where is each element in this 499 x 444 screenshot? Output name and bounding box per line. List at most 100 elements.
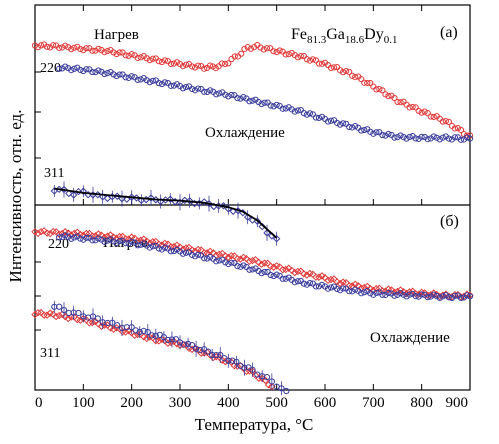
- data-point: [31, 42, 39, 49]
- data-point: [358, 76, 365, 83]
- panel-a-peak311: 311: [44, 166, 64, 181]
- data-point: [424, 136, 431, 143]
- data-point: [225, 260, 232, 268]
- data-point: [92, 69, 99, 76]
- data-point: [224, 253, 233, 262]
- data-point: [439, 134, 446, 141]
- data-point: [291, 108, 298, 115]
- data-point: [397, 99, 404, 106]
- data-point: [64, 314, 72, 323]
- data-point: [466, 135, 474, 142]
- data-point: [55, 311, 63, 320]
- data-point: [457, 126, 465, 134]
- data-point: [173, 59, 181, 66]
- data-point: [140, 327, 147, 334]
- panel-b-peak220: 220: [48, 237, 69, 252]
- data-point: [34, 308, 42, 317]
- data-point: [228, 259, 235, 266]
- data-point: [110, 238, 117, 245]
- chart-title: Fe81.3Ga18.6Dy0.1: [291, 26, 397, 46]
- data-point: [130, 331, 139, 340]
- data-point: [64, 229, 72, 237]
- data-point: [89, 68, 96, 76]
- data-point: [273, 271, 280, 278]
- data-point: [160, 334, 167, 341]
- data-point: [234, 95, 241, 102]
- data-point: [303, 271, 311, 279]
- data-point: [46, 229, 54, 238]
- data-point: [327, 284, 335, 291]
- data-point: [266, 262, 275, 270]
- data-point: [445, 294, 452, 301]
- data-point: [457, 294, 465, 301]
- data-point: [40, 227, 48, 235]
- data-point: [333, 119, 341, 127]
- data-point: [358, 127, 365, 134]
- data-point: [270, 48, 277, 55]
- data-point: [300, 110, 307, 117]
- data-point: [170, 247, 178, 255]
- data-point: [294, 54, 301, 61]
- data-point: [309, 111, 317, 118]
- data-point: [146, 244, 153, 251]
- data-point: [248, 256, 257, 265]
- data-point: [352, 74, 359, 81]
- data-point: [166, 195, 175, 203]
- data-point: [168, 336, 176, 343]
- data-point: [71, 44, 78, 51]
- data-point: [412, 104, 419, 111]
- data-point: [209, 351, 216, 359]
- data-point: [364, 79, 371, 87]
- data-point: [361, 289, 368, 296]
- data-point: [104, 47, 111, 55]
- data-point: [349, 124, 356, 131]
- data-point: [182, 244, 190, 252]
- data-point: [349, 288, 356, 295]
- data-point: [200, 198, 208, 206]
- data-point: [318, 281, 326, 288]
- data-point: [56, 303, 63, 310]
- data-point: [79, 187, 88, 195]
- data-point: [340, 285, 347, 292]
- data-point: [122, 52, 129, 59]
- data-point: [89, 47, 96, 54]
- data-point: [436, 294, 443, 302]
- data-point: [318, 60, 326, 67]
- data-point: [406, 104, 413, 111]
- data-point: [457, 136, 465, 143]
- data-point: [324, 276, 332, 285]
- data-point: [188, 251, 196, 259]
- plot-frame: [34, 4, 471, 391]
- data-point: [285, 264, 293, 272]
- data-point: [152, 337, 160, 345]
- data-point: [270, 103, 277, 110]
- data-point: [213, 91, 220, 98]
- data-point: [282, 51, 289, 58]
- data-point: [37, 227, 45, 236]
- data-point: [303, 281, 310, 288]
- data-point: [315, 283, 323, 290]
- data-point: [257, 260, 266, 269]
- data-point: [279, 105, 286, 112]
- data-point: [89, 237, 96, 244]
- data-point: [167, 60, 175, 67]
- data-point: [170, 82, 178, 89]
- data-point: [349, 72, 356, 79]
- data-point: [43, 43, 51, 50]
- data-point: [59, 234, 66, 241]
- data-point: [240, 94, 247, 101]
- data-point: [291, 268, 299, 277]
- data-point: [327, 64, 335, 71]
- data-point: [269, 263, 278, 271]
- data-point: [148, 332, 155, 339]
- data-point: [50, 42, 57, 49]
- data-point: [403, 293, 410, 300]
- data-point: [312, 283, 320, 290]
- data-point: [279, 275, 286, 282]
- data-point: [98, 193, 107, 201]
- data-point: [149, 55, 156, 62]
- data-point: [391, 134, 398, 141]
- data-point: [273, 101, 280, 108]
- data-point: [101, 70, 108, 78]
- data-point: [315, 114, 323, 122]
